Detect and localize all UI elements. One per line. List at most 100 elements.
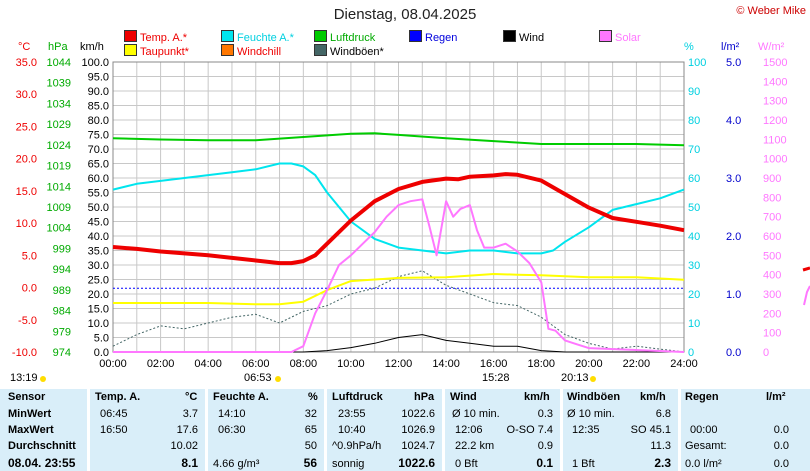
axis-tick-label-wind: 100.0 (81, 57, 109, 69)
noon-label: 15:28 (482, 372, 510, 384)
gust-beaufort: 1 Bft (572, 458, 595, 470)
legend-label: Taupunkt* (140, 46, 189, 58)
unit-humidity: % (684, 41, 694, 53)
column-divider (205, 389, 208, 471)
pressure-trend: ^0.9hPa/h (332, 440, 382, 452)
axis-tick-label-wind: 15.0 (88, 304, 109, 316)
legend-swatch (599, 30, 612, 42)
legend-swatch (221, 44, 234, 56)
axis-tick-label-humidity: 40 (688, 231, 700, 243)
chart-title: Dienstag, 08.04.2025 (333, 6, 477, 23)
axis-tick-label-solar: 800 (763, 192, 781, 204)
gust-unit: km/h (640, 391, 666, 403)
axis-tick-label-solar: 300 (763, 289, 781, 301)
x-tick-label: 14:00 (432, 358, 460, 370)
wind-current-value: 0.1 (536, 456, 553, 470)
axis-tick-label-wind: 75.0 (88, 130, 109, 142)
series-line-windb-en (112, 270, 685, 353)
legend-item-solar: Solar (599, 30, 641, 44)
x-tick-label: 16:00 (480, 358, 508, 370)
axis-tick-label-solar: 1400 (763, 76, 787, 88)
axis-tick-label-solar: 400 (763, 270, 781, 282)
axis-tick-label-temp: 35.0 (16, 57, 37, 69)
legend-item-temp: Temp. A.* (124, 30, 187, 44)
rain-total-value: 0.0 (773, 440, 789, 452)
chart-canvas: 35.0 30.0 25.0 20.0 15.0 10.0 5.0 0.0 -5.0 -10.0 1… (12, 57, 810, 370)
pressure-forecast: sonnig (332, 458, 365, 470)
x-tick-label: 10:00 (337, 358, 365, 370)
series-line-temp-a (112, 172, 685, 266)
x-tick-label: 08:00 (290, 358, 318, 370)
humidity-avg-value: 50 (304, 440, 317, 452)
rain-rate: 0.0 l/m² (685, 458, 722, 470)
pressure-header: Luftdruck (332, 391, 383, 403)
x-tick-label: 00:00 (99, 358, 127, 370)
legend-label: Regen (425, 32, 458, 44)
x-tick-label: 20:00 (575, 358, 603, 370)
unit-solar: W/m² (758, 41, 785, 53)
axis-tick-label-temp: 10.0 (16, 218, 37, 230)
unit-pressure: hPa (48, 41, 68, 53)
axis-tick-label-temp: -10.0 (12, 347, 37, 359)
x-tick-label: 24:00 (670, 358, 698, 370)
pressure-max-value: 1026.9 (401, 424, 435, 436)
legend-label: Windchill (237, 46, 282, 58)
axis-tick-label-pressure: 1044 (47, 57, 71, 69)
x-tick-label: 04:00 (194, 358, 222, 370)
sun-icon (40, 376, 46, 382)
plot-frame (112, 61, 685, 353)
axis-tick-label-humidity: 70 (688, 144, 700, 156)
axis-tick-label-humidity: 0 (688, 347, 694, 359)
weather-chart: Dienstag, 08.04.2025 © Weber Mike Temp. … (0, 5, 810, 384)
legend-label: Luftdruck (330, 32, 376, 44)
series-line-feuchte-a (112, 162, 685, 255)
humidity-max-value: 65 (304, 424, 317, 436)
axis-tick-label-solar: 1100 (763, 134, 787, 146)
temp-unit: °C (185, 391, 198, 403)
axis-tick-label-solar: 1300 (763, 96, 787, 108)
axis-tick-label-humidity: 10 (688, 318, 700, 330)
axis-tick-label-wind: 30.0 (88, 260, 109, 272)
gust-avg10-value: 6.8 (655, 408, 671, 420)
temp-min-time: 06:45 (100, 408, 128, 420)
axis-tick-label-solar: 600 (763, 231, 781, 243)
axis-tick-label-humidity: 50 (688, 202, 700, 214)
axis-tick-label-pressure: 999 (53, 243, 71, 255)
row-label-min: MinWert (8, 408, 52, 420)
axis-tick-label-solar: 1500 (763, 57, 787, 69)
temp-max-value: 17.6 (176, 424, 198, 436)
temp-avg-value: 10.02 (170, 440, 198, 452)
axis-tick-label-temp: -5.0 (18, 315, 37, 327)
column-divider (678, 389, 681, 471)
axis-tick-label-solar: 200 (763, 308, 781, 320)
humidity-absolute: 4.66 g/m³ (213, 458, 260, 470)
unit-rain: l/m² (721, 41, 740, 53)
axis-tick-label-wind: 80.0 (88, 115, 109, 127)
temp-header: Temp. A. (95, 391, 141, 403)
wind-avg10-value: 0.3 (537, 408, 553, 420)
row-label-sensor: Sensor (8, 391, 46, 403)
axis-tick-label-solar: 500 (763, 250, 781, 262)
legend-label: Temp. A.* (140, 32, 188, 44)
copyright-label: © Weber Mike (736, 5, 806, 17)
pressure-min-time: 23:55 (338, 408, 366, 420)
column-divider (324, 389, 327, 471)
axis-tick-label-wind: 95.0 (88, 72, 109, 84)
unit-temp: °C (18, 41, 31, 53)
legend-label: Windböen* (330, 46, 384, 58)
axis-tick-label-temp: 0.0 (22, 283, 37, 295)
gust-header: Windböen (567, 391, 621, 403)
axis-tick-label-humidity: 20 (688, 289, 700, 301)
left-time-label: 13:19 (10, 372, 38, 384)
axis-tick-label-wind: 60.0 (88, 173, 109, 185)
sunrise-label: 06:53 (244, 372, 272, 384)
legend-item-dewpoint: Taupunkt* (124, 44, 189, 58)
pressure-unit: hPa (414, 391, 435, 403)
chart-legend: Temp. A.* Feuchte A.* Luftdruck Regen Wi… (0, 30, 700, 60)
axis-tick-label-pressure: 994 (53, 264, 71, 276)
sunset-label: 20:13 (561, 372, 589, 384)
axis-tick-label-pressure: 1014 (47, 181, 71, 193)
legend-item-windchill: Windchill (221, 44, 281, 58)
axis-tick-label-temp: 20.0 (16, 154, 37, 166)
axis-tick-label-temp: 5.0 (22, 250, 37, 262)
